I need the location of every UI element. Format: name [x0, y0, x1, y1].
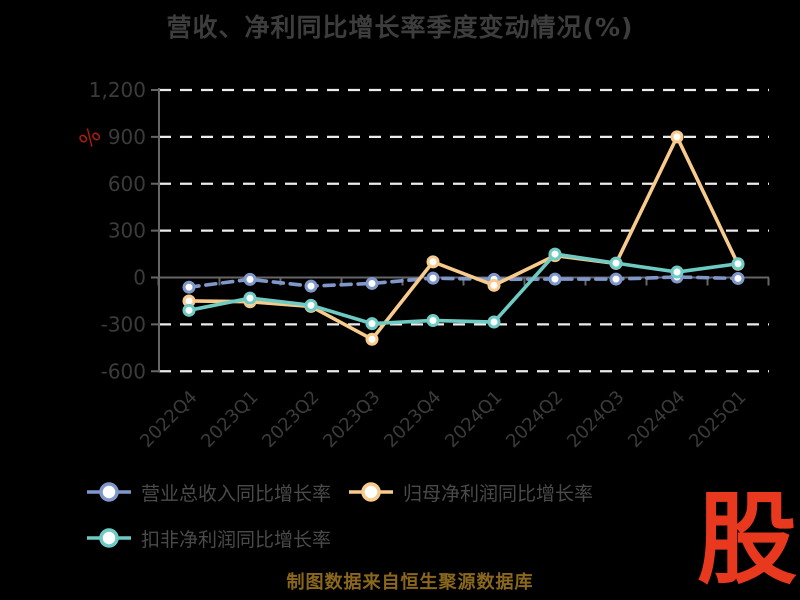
x-tick-label: 2023Q4 — [380, 387, 445, 452]
data-point-2-2022Q4 — [182, 303, 196, 317]
series-line-1 — [187, 135, 740, 342]
x-tick-label: 2023Q3 — [319, 387, 384, 452]
data-point-0-2024Q2 — [548, 272, 562, 286]
legend-item-net-profit-growth: 归母净利润同比增长率 — [348, 479, 593, 505]
y-tick-label: 0 — [133, 266, 146, 290]
data-point-2-2025Q1 — [731, 257, 745, 271]
x-tick-label: 2025Q1 — [685, 387, 750, 452]
data-source-note: 制图数据来自恒生聚源数据库 — [286, 572, 534, 593]
brand-logo: 股 — [697, 481, 797, 598]
data-point-2-2023Q2 — [304, 298, 318, 312]
data-point-1-2024Q1 — [487, 278, 501, 292]
x-tick-label: 2024Q3 — [563, 387, 628, 452]
legend-item-revenue-growth: 营业总收入同比增长率 — [86, 479, 331, 505]
y-tick-label: 300 — [108, 219, 146, 243]
y-axis-unit-label: % — [75, 123, 106, 154]
x-tick-label: 2024Q4 — [624, 387, 689, 452]
legend-item-deducted-profit-growth: 扣非净利润同比增长率 — [86, 525, 331, 551]
data-point-2-2023Q3 — [365, 317, 379, 331]
data-point-2-2024Q3 — [609, 256, 623, 270]
data-point-0-2023Q4 — [426, 271, 440, 285]
chart-title: 营收、净利同比增长率季度变动情况(%) — [166, 13, 634, 42]
x-tick-label: 2024Q1 — [441, 387, 506, 452]
data-point-0-2023Q2 — [304, 279, 318, 293]
data-point-1-2024Q4 — [670, 130, 684, 144]
x-tick-label: 2023Q2 — [258, 387, 323, 452]
y-tick-label: -300 — [101, 312, 146, 336]
data-point-2-2024Q1 — [487, 315, 501, 329]
x-tick-label: 2022Q4 — [136, 387, 201, 452]
data-point-1-2023Q4 — [426, 255, 440, 269]
data-point-1-2023Q3 — [365, 332, 379, 346]
legend-label-deducted-profit: 扣非净利润同比增长率 — [141, 528, 332, 551]
y-tick-label: 1,200 — [89, 78, 146, 102]
legend-marker-deducted-profit-icon — [87, 528, 131, 548]
data-point-0-2025Q1 — [731, 271, 745, 285]
data-point-0-2023Q3 — [365, 276, 379, 290]
legend-marker-net-profit-icon — [349, 482, 393, 502]
data-point-0-2022Q4 — [182, 280, 196, 294]
data-point-2-2024Q2 — [548, 247, 562, 261]
x-tick-label: 2024Q2 — [502, 387, 567, 452]
data-point-0-2024Q3 — [609, 272, 623, 286]
x-tick-label: 2023Q1 — [197, 387, 262, 452]
series-line-0 — [187, 275, 740, 289]
y-tick-label: -600 — [101, 359, 146, 383]
legend-marker-revenue-icon — [87, 482, 131, 502]
data-point-0-2023Q1 — [243, 272, 257, 286]
y-tick-label: 900 — [108, 125, 146, 149]
data-point-2-2023Q1 — [243, 291, 257, 305]
legend-label-revenue: 营业总收入同比增长率 — [141, 482, 332, 505]
data-point-2-2023Q4 — [426, 313, 440, 327]
data-point-2-2024Q4 — [670, 265, 684, 279]
legend-label-net-profit: 归母净利润同比增长率 — [403, 482, 594, 505]
series-line-2 — [187, 252, 740, 326]
y-tick-label: 600 — [108, 172, 146, 196]
